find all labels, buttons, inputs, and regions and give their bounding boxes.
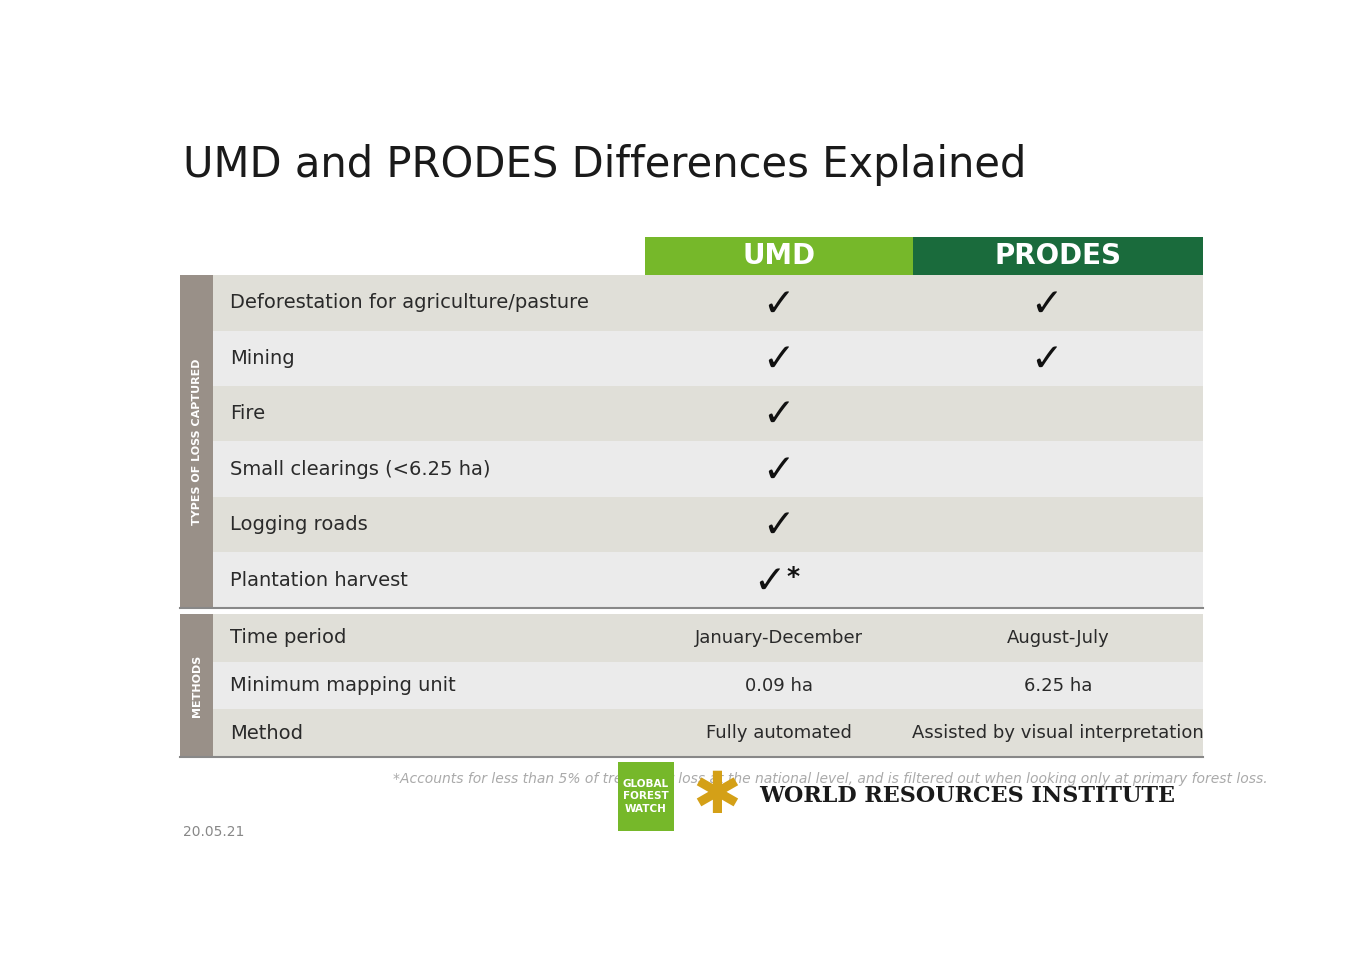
Bar xyxy=(213,614,1203,662)
Text: ✓: ✓ xyxy=(762,341,796,378)
Text: Deforestation for agriculture/pasture: Deforestation for agriculture/pasture xyxy=(229,293,588,312)
Text: Minimum mapping unit: Minimum mapping unit xyxy=(229,676,456,696)
Text: UMD and PRODES Differences Explained: UMD and PRODES Differences Explained xyxy=(182,145,1027,186)
Text: Small clearings (<6.25 ha): Small clearings (<6.25 ha) xyxy=(229,460,490,479)
Text: ✓: ✓ xyxy=(762,397,796,434)
Text: Assisted by visual interpretation: Assisted by visual interpretation xyxy=(912,724,1203,742)
Bar xyxy=(181,614,213,757)
Text: PRODES: PRODES xyxy=(994,241,1121,270)
Text: 0.09 ha: 0.09 ha xyxy=(745,676,813,695)
Bar xyxy=(213,275,1203,331)
Text: GLOBAL
FOREST
WATCH: GLOBAL FOREST WATCH xyxy=(623,779,669,813)
Text: METHODS: METHODS xyxy=(192,654,201,717)
Text: 20.05.21: 20.05.21 xyxy=(182,825,244,839)
Text: ✓: ✓ xyxy=(762,452,796,490)
Bar xyxy=(213,442,1203,497)
Text: January-December: January-December xyxy=(695,628,863,647)
Text: UMD: UMD xyxy=(742,241,816,270)
Text: Time period: Time period xyxy=(229,628,347,648)
Bar xyxy=(181,275,213,607)
Text: Fire: Fire xyxy=(229,404,264,423)
Bar xyxy=(645,237,913,275)
Text: WORLD RESOURCES INSTITUTE: WORLD RESOURCES INSTITUTE xyxy=(759,786,1175,808)
Text: *Accounts for less than 5% of tree cover loss at the national level, and is filt: *Accounts for less than 5% of tree cover… xyxy=(394,772,1268,786)
Text: August-July: August-July xyxy=(1006,628,1109,647)
Bar xyxy=(213,497,1203,553)
Text: ✓: ✓ xyxy=(762,285,796,324)
Bar xyxy=(213,710,1203,757)
Bar xyxy=(213,662,1203,710)
Text: 6.25 ha: 6.25 ha xyxy=(1024,676,1093,695)
Text: ✓: ✓ xyxy=(1031,341,1063,378)
Text: ✱: ✱ xyxy=(692,768,741,825)
Bar xyxy=(213,331,1203,386)
Text: ✓: ✓ xyxy=(762,507,796,545)
Text: Fully automated: Fully automated xyxy=(706,724,851,742)
Text: Logging roads: Logging roads xyxy=(229,515,367,535)
Bar xyxy=(213,386,1203,442)
Text: *: * xyxy=(786,565,800,589)
Text: ✓: ✓ xyxy=(753,562,786,601)
Bar xyxy=(618,762,674,831)
Text: Mining: Mining xyxy=(229,349,294,368)
Text: TYPES OF LOSS CAPTURED: TYPES OF LOSS CAPTURED xyxy=(192,358,201,525)
Bar xyxy=(913,237,1203,275)
Bar xyxy=(213,553,1203,607)
Text: Method: Method xyxy=(229,724,302,742)
Text: ✓: ✓ xyxy=(1031,285,1063,324)
Text: Plantation harvest: Plantation harvest xyxy=(229,571,407,589)
